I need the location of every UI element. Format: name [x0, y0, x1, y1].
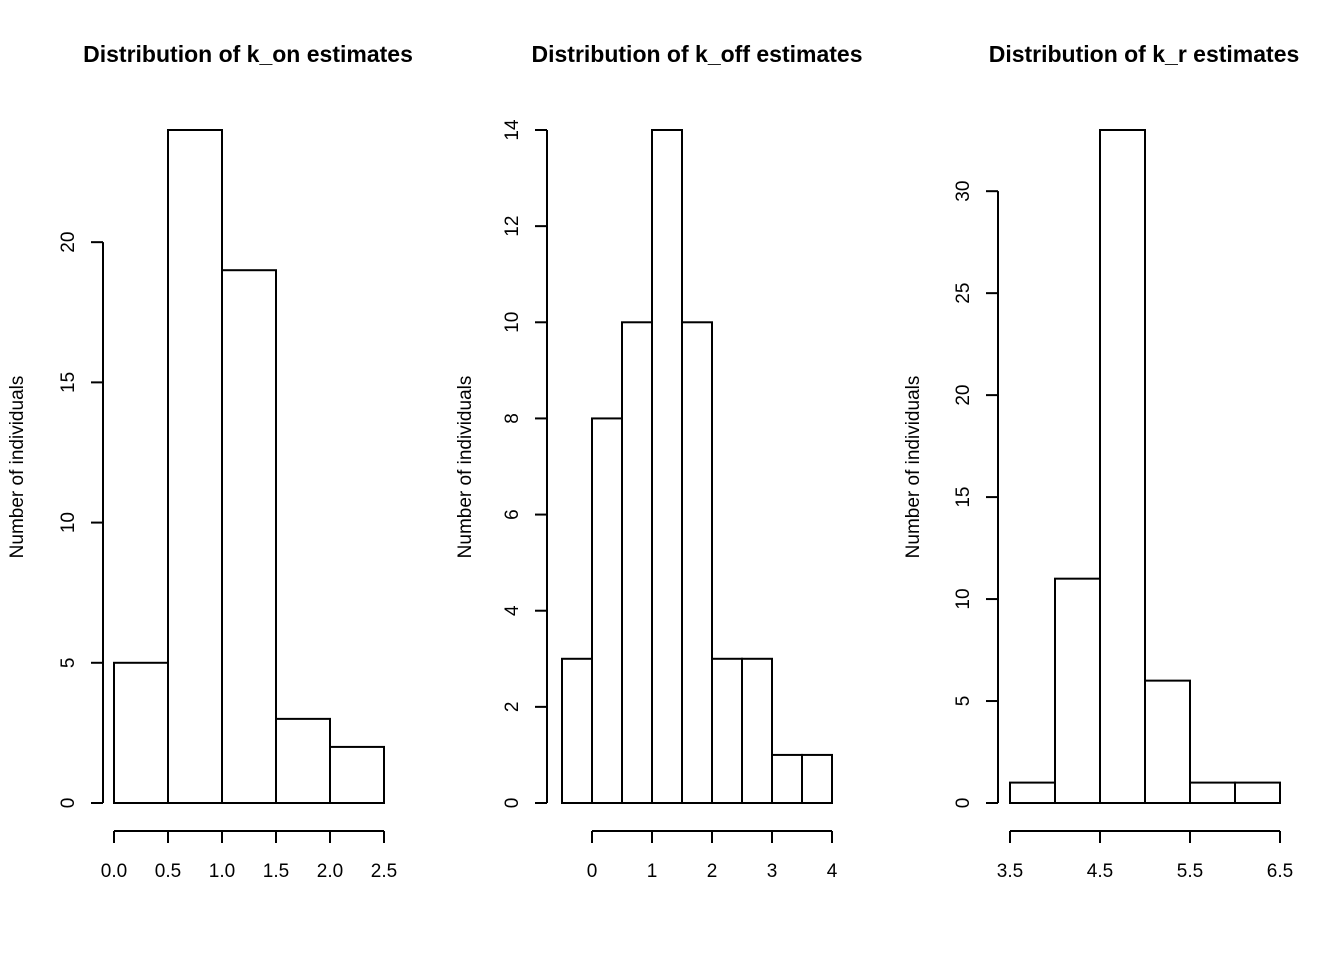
histogram-bar: [1144, 679, 1191, 804]
x-tick-label: 1.5: [263, 861, 289, 882]
y-tick-label: 10: [953, 588, 974, 609]
y-tick-label: 6: [502, 509, 523, 520]
histogram-bar: [329, 745, 385, 805]
y-tick-label: 10: [502, 312, 523, 333]
x-tick-label: 0.5: [155, 861, 181, 882]
x-tick-label: 5.5: [1177, 861, 1203, 882]
chart-title: Distribution of k_r estimates: [989, 41, 1300, 67]
histogram-bar: [741, 657, 773, 804]
histogram-bar: [167, 129, 223, 804]
histogram-bar: [651, 129, 683, 804]
x-tick-label: 1: [647, 861, 658, 882]
histogram-plot-area: 0 5 10 15 20 25 30 3.5 4.5 5.5 6.5: [953, 129, 1293, 882]
y-tick-label: 2: [502, 702, 523, 713]
histogram-bar: [621, 321, 653, 804]
x-tick-label: 3: [767, 861, 778, 882]
x-tick-label: 3.5: [997, 861, 1023, 882]
y-axis-label: Number of individuals: [7, 376, 28, 559]
y-tick-label: 20: [58, 232, 79, 253]
panel-k-off: Distribution of k_off estimates Number o…: [455, 41, 862, 882]
y-tick-label: 5: [953, 696, 974, 707]
y-tick-label: 15: [953, 487, 974, 508]
y-tick-label: 0: [502, 798, 523, 809]
x-tick-label: 0.0: [101, 861, 127, 882]
chart-title: Distribution of k_on estimates: [83, 41, 413, 67]
histogram-plot-area: 0 5 10 15 20 0.0 0.5 1.0 1.5 2.0 2.5: [58, 129, 397, 882]
x-tick-label: 2.0: [317, 861, 343, 882]
y-tick-label: 4: [502, 605, 523, 616]
y-tick-label: 14: [502, 119, 523, 141]
histogram-bar: [221, 269, 277, 805]
x-tick-label: 1.0: [209, 861, 235, 882]
y-tick-label: 5: [58, 658, 79, 669]
y-tick-label: 15: [58, 372, 79, 393]
histogram-bar: [1189, 781, 1236, 805]
histogram-bar: [275, 717, 331, 804]
histogram-bar: [771, 753, 803, 805]
x-tick-label: 4.5: [1087, 861, 1113, 882]
x-tick-label: 6.5: [1267, 861, 1293, 882]
y-tick-label: 25: [953, 283, 974, 304]
histogram-bar: [681, 321, 713, 804]
y-axis-label: Number of individuals: [903, 376, 924, 559]
histogram-bar: [1099, 129, 1146, 804]
panel-k-on: Distribution of k_on estimates Number of…: [7, 41, 413, 882]
histogram-bar: [1054, 577, 1101, 805]
x-tick-label: 4: [827, 861, 838, 882]
histogram-bar: [1234, 781, 1281, 805]
histogram-bar: [711, 657, 743, 804]
histogram-bar: [1009, 781, 1056, 805]
x-tick-label: 2: [707, 861, 718, 882]
y-tick-label: 8: [502, 413, 523, 424]
x-tick-label: 2.5: [371, 861, 397, 882]
y-tick-label: 0: [58, 798, 79, 809]
y-tick-label: 20: [953, 385, 974, 406]
y-tick-label: 12: [502, 216, 523, 237]
histogram-bar: [113, 661, 169, 805]
y-axis-label: Number of individuals: [455, 376, 476, 559]
y-tick-label: 30: [953, 181, 974, 202]
histogram-bar: [561, 657, 593, 804]
y-tick-label: 0: [953, 798, 974, 809]
panel-k-r: Distribution of k_r estimates Number of …: [903, 41, 1299, 882]
x-tick-label: 0: [587, 861, 598, 882]
histogram-bar: [591, 417, 623, 804]
histogram-bar: [801, 753, 833, 805]
chart-title: Distribution of k_off estimates: [532, 41, 863, 67]
y-tick-label: 10: [58, 512, 79, 533]
